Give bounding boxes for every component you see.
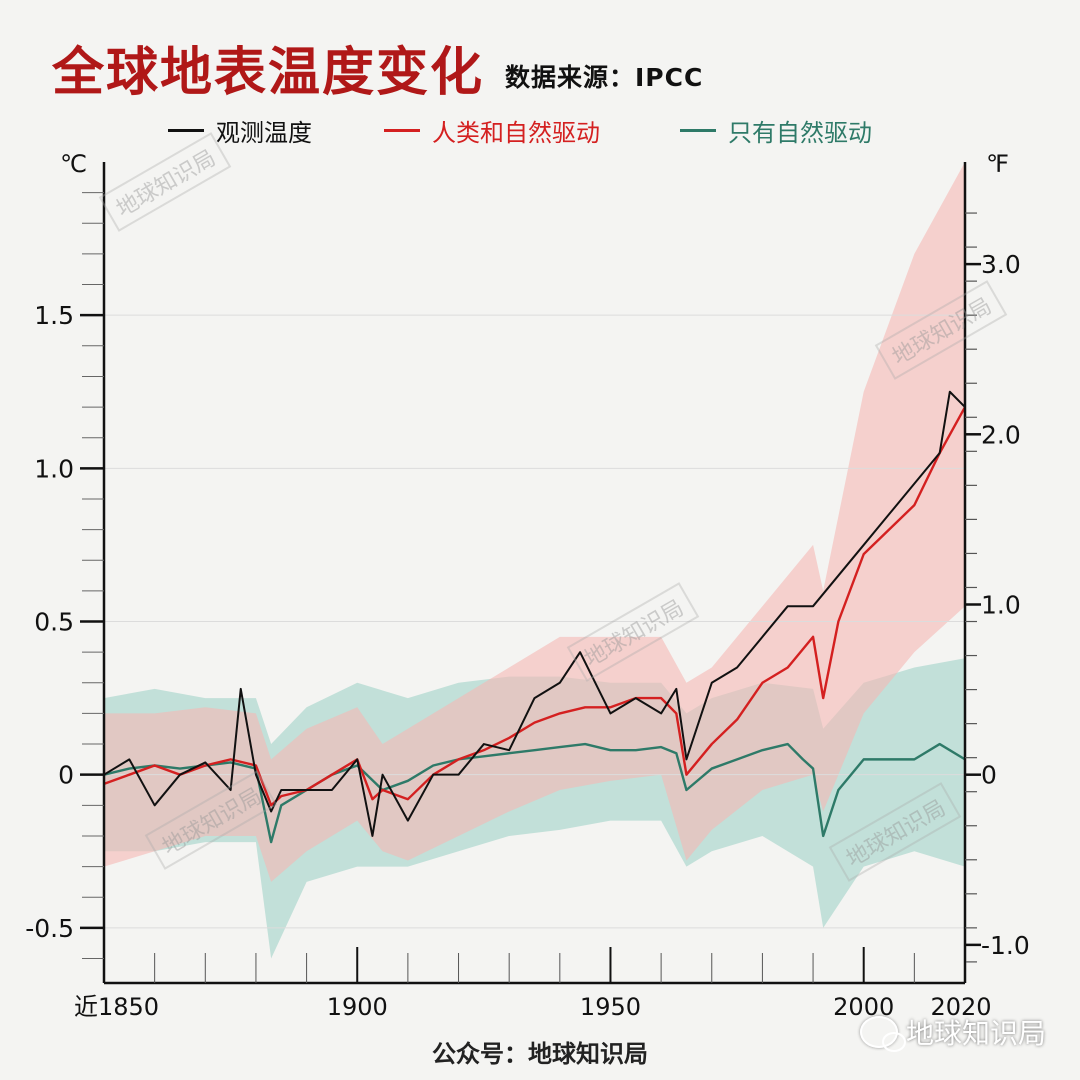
line-natural-only bbox=[103, 742, 966, 844]
x-tick-label-3: 2020 bbox=[930, 993, 991, 1021]
data-source-label: 数据来源：IPCC bbox=[505, 63, 704, 92]
gridlines bbox=[104, 314, 965, 929]
legend-line-natural-only bbox=[680, 129, 716, 132]
right-tick-label-0: -1.0 bbox=[981, 931, 1030, 960]
legend-item-natural-only: 只有自然驱动 bbox=[680, 113, 872, 148]
legend-line-observed bbox=[168, 129, 204, 132]
legend-label-observed: 观测温度 bbox=[216, 119, 312, 147]
uncertainty-bands bbox=[104, 162, 965, 959]
chart-title: 全球地表温度变化 bbox=[52, 43, 485, 103]
x-tick-label-1: 1950 bbox=[580, 993, 641, 1021]
footer-account: 公众号：地球知识局 bbox=[432, 1040, 648, 1068]
right-tick-label-4: 3.0 bbox=[981, 250, 1021, 279]
right-tick-label-1: 0 bbox=[981, 761, 997, 790]
left-axis-unit: ℃ bbox=[60, 150, 87, 178]
legend-label-human-natural: 人类和自然驱动 bbox=[432, 119, 600, 147]
legend-item-human-natural: 人类和自然驱动 bbox=[384, 113, 600, 148]
x-tick-label-0: 1900 bbox=[327, 993, 388, 1021]
legend-item-observed: 观测温度 bbox=[168, 113, 312, 148]
right-axis-unit: ℉ bbox=[986, 150, 1009, 178]
chart-legend: 观测温度 人类和自然驱动 只有自然驱动 bbox=[0, 113, 1080, 149]
right-tick-label-3: 2.0 bbox=[981, 420, 1021, 449]
legend-line-human-natural bbox=[384, 129, 420, 132]
left-tick-label-3: 1.0 bbox=[34, 454, 74, 483]
wechat-brand-label: 地球知识局 bbox=[905, 1017, 1046, 1050]
wechat-icon bbox=[859, 1016, 906, 1052]
left-tick-label-4: 1.5 bbox=[34, 301, 74, 330]
wechat-brand: 地球知识局 bbox=[859, 1012, 1046, 1052]
left-tick-label-2: 0.5 bbox=[34, 608, 74, 637]
x-start-label: 近1850 bbox=[74, 993, 159, 1021]
right-tick-label-2: 1.0 bbox=[981, 590, 1021, 619]
left-tick-label-1: 0 bbox=[58, 761, 74, 790]
left-tick-label-0: -0.5 bbox=[25, 914, 74, 943]
axes bbox=[80, 162, 981, 985]
legend-label-natural-only: 只有自然驱动 bbox=[728, 119, 872, 147]
line-human-natural bbox=[103, 406, 967, 807]
series-lines bbox=[103, 390, 967, 844]
line-observed bbox=[103, 390, 966, 837]
